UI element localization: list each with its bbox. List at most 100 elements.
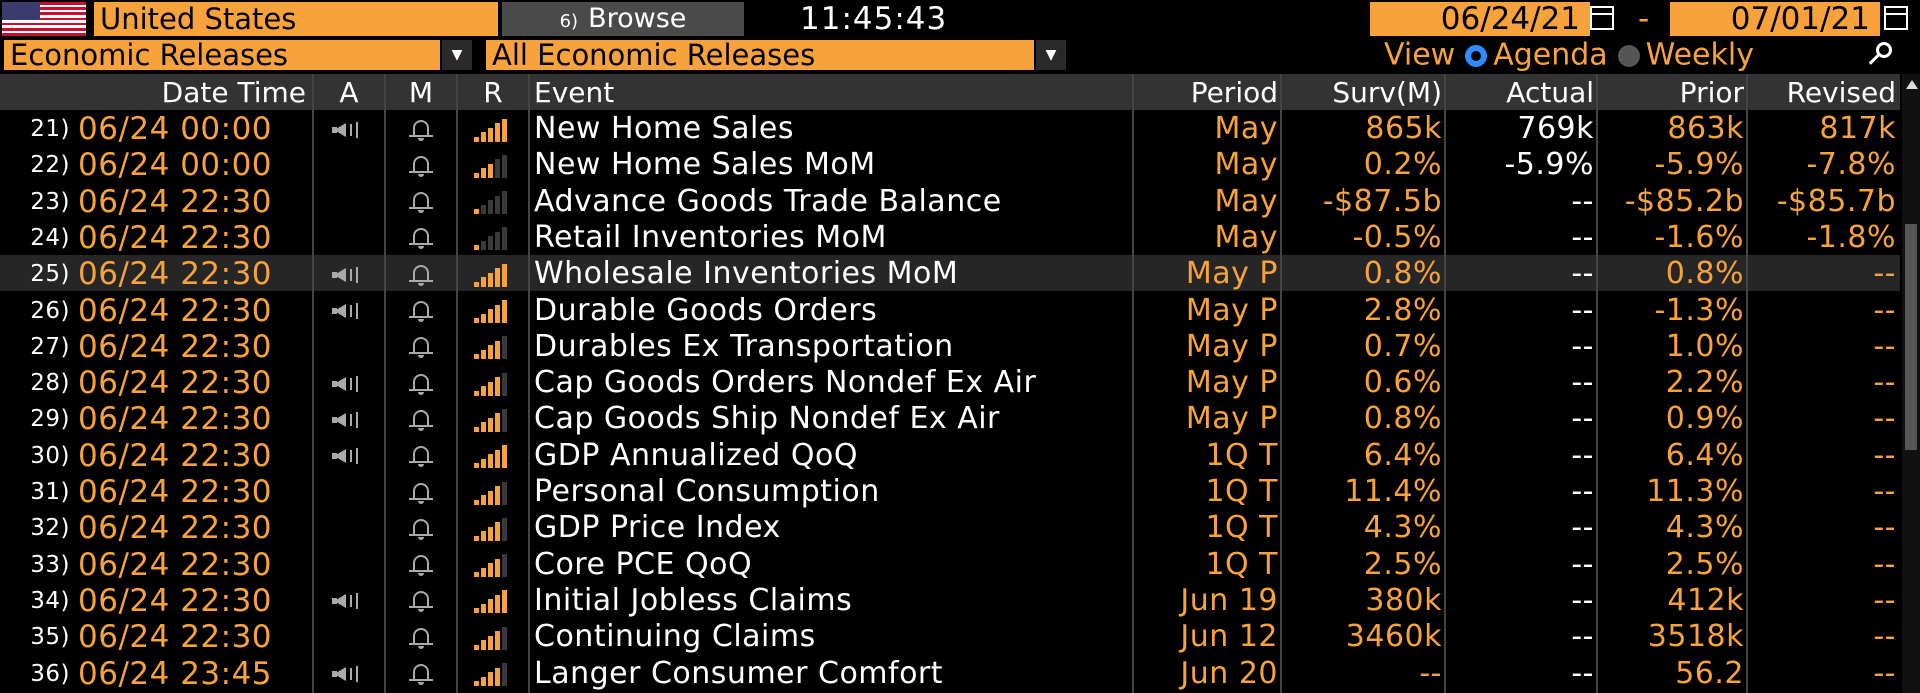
alert-cell[interactable] bbox=[316, 364, 382, 400]
monitor-cell[interactable] bbox=[388, 473, 454, 509]
alert-cell[interactable] bbox=[316, 509, 382, 545]
monitor-cell[interactable] bbox=[388, 400, 454, 436]
monitor-cell[interactable] bbox=[388, 364, 454, 400]
speaker-icon[interactable] bbox=[332, 411, 366, 429]
col-surv[interactable]: Surv(M) bbox=[1332, 76, 1442, 109]
speaker-icon[interactable] bbox=[332, 375, 366, 393]
date-to-field[interactable]: 07/01/21 bbox=[1670, 2, 1880, 36]
monitor-cell[interactable] bbox=[388, 328, 454, 364]
bell-icon[interactable] bbox=[408, 335, 434, 359]
col-m[interactable]: M bbox=[408, 76, 434, 109]
monitor-cell[interactable] bbox=[388, 183, 454, 219]
alert-cell[interactable] bbox=[316, 255, 382, 291]
row-event[interactable]: Langer Consumer Comfort bbox=[534, 655, 944, 691]
bell-icon[interactable] bbox=[408, 408, 434, 432]
row-event[interactable]: Wholesale Inventories MoM bbox=[534, 256, 959, 292]
speaker-icon[interactable] bbox=[332, 665, 366, 683]
col-prior[interactable]: Prior bbox=[1679, 76, 1744, 109]
bell-icon[interactable] bbox=[408, 626, 434, 650]
alert-cell[interactable] bbox=[316, 110, 382, 146]
alert-cell[interactable] bbox=[316, 183, 382, 219]
row-event[interactable]: Initial Jobless Claims bbox=[534, 582, 853, 618]
table-row[interactable]: 22) 06/24 00:00 New Home Sales MoM May 0.2% -… bbox=[0, 146, 1900, 183]
table-row[interactable]: 23) 06/24 22:30 Advance Goods Trade Balanc… bbox=[0, 183, 1900, 220]
monitor-cell[interactable] bbox=[388, 437, 454, 473]
alert-cell[interactable] bbox=[316, 328, 382, 364]
bell-icon[interactable] bbox=[408, 372, 434, 396]
monitor-cell[interactable] bbox=[388, 255, 454, 291]
row-event[interactable]: Retail Inventories MoM bbox=[534, 219, 887, 255]
agenda-label[interactable]: Agenda bbox=[1493, 37, 1608, 73]
alert-cell[interactable] bbox=[316, 618, 382, 654]
table-row[interactable]: 35) 06/24 22:30 Continuing Claims Jun 12 346… bbox=[0, 618, 1900, 655]
monitor-cell[interactable] bbox=[388, 146, 454, 182]
table-row[interactable]: 28) 06/24 22:30 Cap Goods Orders Nondef Ex… bbox=[0, 364, 1900, 401]
monitor-cell[interactable] bbox=[388, 509, 454, 545]
col-datetime[interactable]: Date Time bbox=[161, 76, 306, 109]
radio-weekly[interactable] bbox=[1617, 44, 1640, 67]
speaker-icon[interactable] bbox=[332, 592, 366, 610]
alert-cell[interactable] bbox=[316, 473, 382, 509]
alert-cell[interactable] bbox=[316, 437, 382, 473]
weekly-label[interactable]: Weekly bbox=[1645, 37, 1754, 73]
table-row[interactable]: 25) 06/24 22:30 Wholesale Inventories MoM M… bbox=[0, 255, 1900, 292]
table-row[interactable]: 30) 06/24 22:30 GDP Annualized QoQ 1Q T 6.4%… bbox=[0, 437, 1900, 474]
speaker-icon[interactable] bbox=[332, 447, 366, 465]
bell-icon[interactable] bbox=[408, 118, 434, 142]
bell-icon[interactable] bbox=[408, 263, 434, 287]
monitor-cell[interactable] bbox=[388, 292, 454, 328]
table-row[interactable]: 27) 06/24 22:30 Durables Ex Transportation… bbox=[0, 328, 1900, 365]
date-from-field[interactable]: 06/24/21 bbox=[1370, 2, 1590, 36]
col-event[interactable]: Event bbox=[534, 76, 615, 109]
row-event[interactable]: New Home Sales bbox=[534, 111, 794, 146]
alert-cell[interactable] bbox=[316, 655, 382, 691]
bell-icon[interactable] bbox=[408, 662, 434, 686]
bell-icon[interactable] bbox=[408, 553, 434, 577]
bell-icon[interactable] bbox=[408, 444, 434, 468]
speaker-icon[interactable] bbox=[332, 121, 366, 139]
scrollbar-thumb[interactable] bbox=[1905, 224, 1917, 450]
subcategory-dropdown[interactable]: All Economic Releases bbox=[486, 40, 1034, 70]
row-event[interactable]: Personal Consumption bbox=[534, 474, 880, 509]
bell-icon[interactable] bbox=[408, 190, 434, 214]
col-period[interactable]: Period bbox=[1190, 76, 1278, 109]
bell-icon[interactable] bbox=[408, 517, 434, 541]
table-row[interactable]: 33) 06/24 22:30 Core PCE QoQ 1Q T 2.5% -- 2.5%… bbox=[0, 546, 1900, 583]
scroll-up-icon[interactable] bbox=[1906, 80, 1918, 89]
alert-cell[interactable] bbox=[316, 582, 382, 618]
row-event[interactable]: Cap Goods Ship Nondef Ex Air bbox=[534, 401, 1000, 437]
chevron-down-icon[interactable]: ▼ bbox=[1036, 40, 1066, 70]
zoom-icon[interactable] bbox=[1862, 38, 1902, 70]
row-event[interactable]: Cap Goods Orders Nondef Ex Air bbox=[534, 365, 1037, 401]
table-row[interactable]: 34) 06/24 22:30 Initial Jobless Claims Jun … bbox=[0, 582, 1900, 619]
row-event[interactable]: Durable Goods Orders bbox=[534, 292, 878, 328]
row-event[interactable]: Advance Goods Trade Balance bbox=[534, 183, 1002, 219]
monitor-cell[interactable] bbox=[388, 582, 454, 618]
calendar-icon[interactable] bbox=[1590, 6, 1614, 30]
table-row[interactable]: 21) 06/24 00:00 New Home Sales May 865k 769k 8… bbox=[0, 110, 1900, 147]
calendar-icon[interactable] bbox=[1884, 6, 1908, 30]
row-event[interactable]: GDP Annualized QoQ bbox=[534, 437, 858, 473]
row-event[interactable]: GDP Price Index bbox=[534, 510, 781, 546]
col-a[interactable]: A bbox=[339, 76, 359, 109]
table-row[interactable]: 26) 06/24 22:30 Durable Goods Orders May P 2… bbox=[0, 292, 1900, 329]
alert-cell[interactable] bbox=[316, 292, 382, 328]
row-event[interactable]: Durables Ex Transportation bbox=[534, 328, 954, 364]
alert-cell[interactable] bbox=[316, 146, 382, 182]
monitor-cell[interactable] bbox=[388, 546, 454, 582]
bell-icon[interactable] bbox=[408, 226, 434, 250]
alert-cell[interactable] bbox=[316, 400, 382, 436]
table-row[interactable]: 31) 06/24 22:30 Personal Consumption 1Q T 11… bbox=[0, 473, 1900, 510]
speaker-icon[interactable] bbox=[332, 302, 366, 320]
monitor-cell[interactable] bbox=[388, 110, 454, 146]
category-dropdown[interactable]: Economic Releases bbox=[4, 40, 440, 70]
table-row[interactable]: 32) 06/24 22:30 GDP Price Index 1Q T 4.3% -- 4… bbox=[0, 509, 1900, 546]
monitor-cell[interactable] bbox=[388, 618, 454, 654]
row-event[interactable]: Core PCE QoQ bbox=[534, 546, 753, 582]
country-field[interactable]: United States bbox=[94, 2, 498, 36]
col-r[interactable]: R bbox=[483, 76, 503, 109]
radio-agenda[interactable] bbox=[1465, 44, 1488, 67]
monitor-cell[interactable] bbox=[388, 219, 454, 255]
col-revised[interactable]: Revised bbox=[1786, 76, 1896, 109]
speaker-icon[interactable] bbox=[332, 266, 366, 284]
